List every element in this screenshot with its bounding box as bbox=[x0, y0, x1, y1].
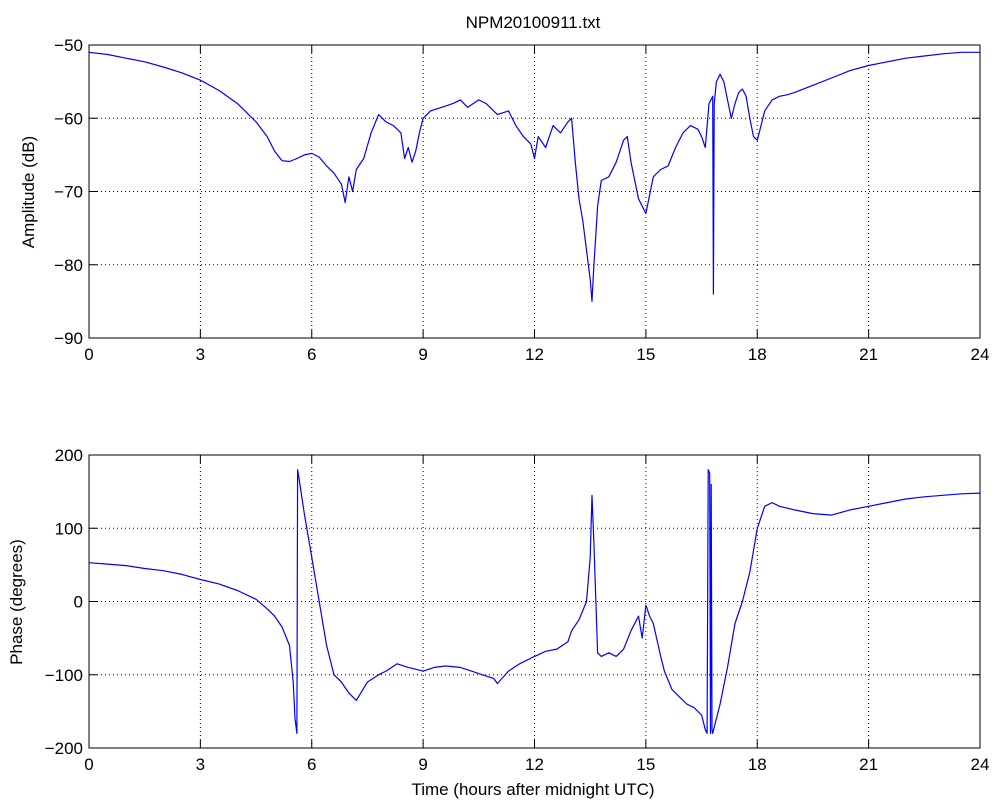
phase-xtick-label: 12 bbox=[525, 755, 544, 774]
phase-xtick-label: 21 bbox=[859, 755, 878, 774]
phase-xtick-label: 24 bbox=[971, 755, 990, 774]
phase-panel: Time (hours after midnight UTC) Phase (d… bbox=[7, 446, 989, 799]
figure-title: NPM20100911.txt bbox=[466, 13, 601, 32]
phase-xtick-label: 9 bbox=[418, 755, 427, 774]
phase-panel-xlabel: Time (hours after midnight UTC) bbox=[411, 780, 654, 799]
amplitude-series-line bbox=[88, 51, 980, 302]
amplitude-xtick-label: 24 bbox=[971, 345, 990, 364]
phase-xtick-label: 6 bbox=[307, 755, 316, 774]
amplitude-xtick-label: 9 bbox=[418, 345, 427, 364]
amplitude-panel-ylabel: Amplitude (dB) bbox=[19, 136, 38, 248]
amplitude-ytick-label: −70 bbox=[54, 183, 83, 202]
phase-series-line bbox=[88, 469, 981, 735]
amplitude-ytick-label: −50 bbox=[54, 36, 83, 55]
phase-ytick-label: −200 bbox=[45, 739, 83, 758]
phase-ytick-label: 200 bbox=[55, 446, 83, 465]
phase-panel-ylabel: Phase (degrees) bbox=[7, 539, 26, 665]
amplitude-panel: Amplitude (dB) 0 3 6 9 12 15 18 21 24 −90 −80 −70 −6… bbox=[19, 36, 989, 364]
amplitude-xtick-label: 18 bbox=[748, 345, 767, 364]
amplitude-xtick-label: 12 bbox=[525, 345, 544, 364]
phase-xtick-label: 3 bbox=[196, 755, 205, 774]
amplitude-xtick-label: 0 bbox=[84, 345, 93, 364]
phase-xtick-label: 18 bbox=[748, 755, 767, 774]
amplitude-xtick-label: 15 bbox=[636, 345, 655, 364]
amplitude-ytick-label: −60 bbox=[54, 109, 83, 128]
phase-xtick-label: 0 bbox=[84, 755, 93, 774]
amplitude-xtick-label: 3 bbox=[196, 345, 205, 364]
amplitude-ytick-label: −80 bbox=[54, 256, 83, 275]
amplitude-ytick-label: −90 bbox=[54, 329, 83, 348]
phase-ytick-label: 100 bbox=[55, 519, 83, 538]
phase-xtick-label: 15 bbox=[636, 755, 655, 774]
amplitude-xtick-label: 21 bbox=[859, 345, 878, 364]
amplitude-xtick-label: 6 bbox=[307, 345, 316, 364]
phase-ytick-label: −100 bbox=[45, 666, 83, 685]
phase-ytick-label: 0 bbox=[74, 593, 83, 612]
